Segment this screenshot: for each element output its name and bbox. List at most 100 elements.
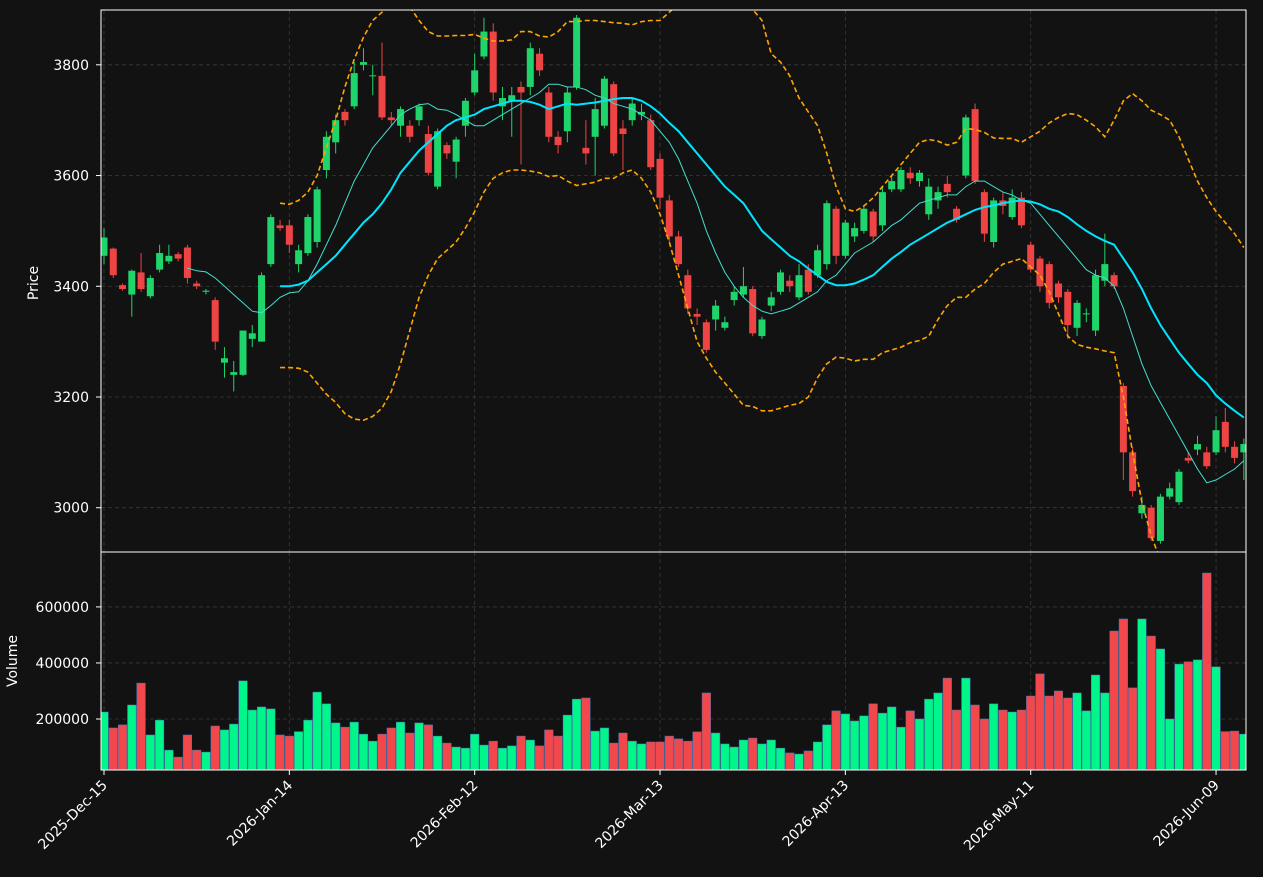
candle-body [285,225,293,245]
volume-bar [989,703,999,770]
candle-body [656,158,664,198]
candle-body [304,217,312,254]
candle-body [823,203,831,265]
volume-bar [201,751,211,770]
candle-body [841,222,849,256]
volume-bar [711,732,721,770]
volume-bar [405,732,415,770]
volume-bar [618,732,628,770]
candle-body [101,237,108,256]
y-tick-label: 3400 [53,279,89,295]
volume-bar [210,725,220,770]
candle-body [860,208,868,231]
volume-bar [414,722,424,770]
candle-body [1064,291,1072,326]
volume-bar [914,718,925,770]
volume-bar [219,729,230,770]
volume-bar [395,721,406,770]
candle-body [980,192,988,234]
volume-bar [1146,635,1156,770]
candle-body [230,372,238,375]
volume-bar [117,724,128,770]
volume-bar [275,734,285,770]
candle-body [721,322,729,328]
volume-bar [182,734,192,770]
volume-bar [1230,730,1240,770]
candle-body [730,291,738,301]
volume-bar [840,713,850,770]
volume-bar [1081,710,1091,770]
volume-bar [627,740,637,770]
volume-bar [331,722,341,770]
volume-bar [1137,618,1147,770]
candle-body [341,111,349,121]
panel-frame [100,551,1247,771]
volume-bar [312,691,322,770]
candle-body [350,73,358,107]
volume-bar [192,749,202,770]
candle-body [1082,313,1090,315]
volume-bar [1128,687,1138,770]
volume-bar [164,749,174,770]
volume-bar [377,733,387,770]
candle-body [962,117,970,176]
volume-bar [497,747,508,770]
volume-bar [1211,666,1221,770]
volume-bar [729,746,739,770]
volume-bar [868,703,878,770]
volume-bar [553,735,563,770]
volume-bar [562,714,572,770]
candle-body [906,172,914,179]
volume-bar [850,720,860,770]
candle-body [434,131,442,187]
candle-body [758,319,766,337]
volume-bar [674,738,684,770]
candle-body [1175,471,1183,503]
volume-bar [1072,692,1082,770]
volume-bar [229,723,239,770]
candle-body [498,98,506,107]
volume-bar [460,747,470,770]
candle-body [628,103,636,121]
candle-body [248,333,256,339]
volume-bar [1091,674,1101,770]
candle-body [1129,452,1137,492]
candle-body [1036,258,1044,287]
volume-bar [321,703,331,770]
overlay-line [280,169,1159,552]
candle-body [443,145,451,154]
panel-marks [101,10,1246,552]
candle-body [211,300,219,342]
candle-body [295,250,303,265]
candle-body [804,269,812,292]
candle-body [869,211,877,237]
volume-bar [970,704,980,770]
y-axis-label: Volume [5,635,21,687]
volume-bar [1007,711,1017,770]
candle-body [675,236,683,265]
volume-bar [433,735,443,770]
candle-body [582,147,590,154]
volume-bar [813,741,823,770]
candle-body [1045,264,1053,303]
volume-bar [599,727,609,770]
volume-bar [1016,709,1026,770]
candle-body [619,128,627,135]
candle-body [1119,385,1127,453]
candle-body [313,189,321,242]
candle-body [174,254,182,259]
candle-body [480,31,488,57]
volume-bar [859,715,869,770]
candle-body [489,31,497,93]
candle-body [702,322,710,350]
volume-bar [284,735,294,770]
volume-bar [803,750,813,770]
y-tick-label: 600000 [36,600,89,616]
volume-bar [534,745,545,770]
volume-bar [924,698,934,770]
volume-bar [451,746,461,770]
volume-bar [877,712,887,770]
candle-body [128,270,136,295]
volume-bar [507,745,517,770]
volume-bar [368,740,378,770]
